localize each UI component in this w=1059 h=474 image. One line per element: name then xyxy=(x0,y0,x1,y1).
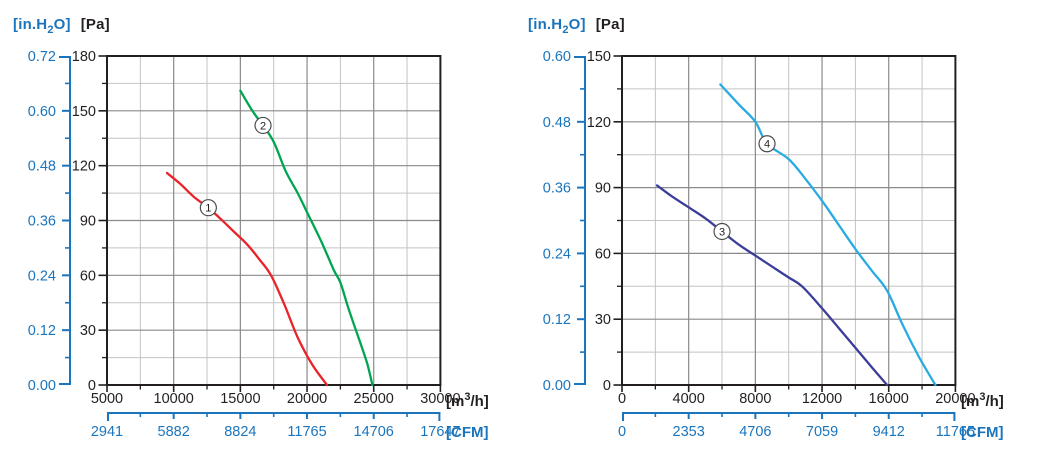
inh2o-tick-label: 0.48 xyxy=(28,159,56,175)
pa-tick-label: 0 xyxy=(88,378,96,394)
pa-tick-label: 30 xyxy=(80,323,96,339)
curve-4-line xyxy=(719,83,937,387)
curve-4-marker: 4 xyxy=(758,135,776,153)
y-axis-inh2o: 0.72 0.60 0.48 0.36 0.24 0.12 0.00 xyxy=(28,49,71,394)
inh2o-tick-label: 0.36 xyxy=(28,214,56,230)
pa-tick-label: 180 xyxy=(72,49,96,65)
cfm-tick-label: 9412 xyxy=(873,424,905,440)
m3h-tick-label: 20000 xyxy=(287,391,327,407)
cfm-tick-label: 7059 xyxy=(806,424,838,440)
grid-major xyxy=(622,56,956,385)
m3h-tick-label: 10000 xyxy=(154,391,194,407)
pa-tick-label: 90 xyxy=(80,214,96,230)
inh2o-tick-label: 0.24 xyxy=(28,268,56,284)
fan-curve-chart-right: 150 120 90 60 30 0 0 4000 8000 12000 16000 20000 0.6… xyxy=(515,0,1059,474)
inh2o-tick-label: 0.60 xyxy=(543,49,571,65)
chart-right-m3h-unit-label: [m3/h] xyxy=(961,391,1004,410)
m3h-tick-label: 30000 xyxy=(420,391,460,407)
curve-3-line xyxy=(655,184,889,387)
cfm-tick-label: 2353 xyxy=(673,424,705,440)
cfm-tick-label: 2941 xyxy=(91,424,123,440)
chart-right-axis-units-title: [in.H2O] [Pa] xyxy=(528,16,625,36)
curve-4-marker-number: 4 xyxy=(764,139,770,151)
x-axis-m3h: 0 4000 8000 12000 16000 20000 xyxy=(618,385,976,407)
pa-tick-label: 120 xyxy=(72,159,96,175)
cfm-tick-label: 11765 xyxy=(936,424,975,440)
m3h-tick-label: 15000 xyxy=(220,391,260,407)
inh2o-tick-label: 0.00 xyxy=(543,378,571,394)
pa-tick-label: 60 xyxy=(595,246,611,262)
chart-right-cfm-unit-label: [CFM] xyxy=(961,424,1004,441)
m3h-tick-label: 12000 xyxy=(802,391,842,407)
cfm-tick-label: 8824 xyxy=(224,424,256,440)
cfm-tick-label: 11765 xyxy=(287,424,326,440)
inh2o-tick-label: 0.36 xyxy=(543,181,571,197)
inh2o-tick-label: 0.72 xyxy=(28,49,56,65)
pa-tick-label: 120 xyxy=(587,115,611,131)
cfm-tick-label: 0 xyxy=(618,424,626,440)
x-axis-m3h: 5000 10000 15000 20000 25000 30000 xyxy=(91,385,461,407)
pa-tick-label: 150 xyxy=(587,49,611,65)
m3h-tick-label: 25000 xyxy=(354,391,394,407)
grid-major xyxy=(107,56,441,385)
pa-unit-label: [Pa] xyxy=(595,16,625,33)
inh2o-tick-label: 0.00 xyxy=(28,378,56,394)
inh2o-tick-label: 0.12 xyxy=(543,312,571,328)
chart-left-cfm-unit-label: [CFM] xyxy=(446,424,489,441)
curve-1-marker: 1 xyxy=(199,199,217,217)
m3h-tick-label: 4000 xyxy=(673,391,705,407)
curve-2-line xyxy=(239,89,374,387)
chart-left-axis-units-title: [in.H2O] [Pa] xyxy=(13,16,110,36)
inh2o-unit-label: [in.H2O] xyxy=(13,16,71,36)
m3h-tick-label: 16000 xyxy=(869,391,909,407)
fan-curve-chart-left: 180 150 120 90 60 30 0 5000 10000 15000 20000 25000… xyxy=(0,0,515,474)
pa-tick-label: 90 xyxy=(595,181,611,197)
pa-tick-label: 150 xyxy=(72,104,96,120)
curve-3-marker: 3 xyxy=(713,222,731,241)
curve-2-marker: 2 xyxy=(254,116,272,135)
m3h-tick-label: 20000 xyxy=(935,391,975,407)
inh2o-unit-label: [in.H2O] xyxy=(528,16,586,36)
y-axis-pa: 180 150 120 90 60 30 0 xyxy=(72,49,107,394)
m3h-tick-label: 5000 xyxy=(91,391,123,407)
m3h-tick-label: 0 xyxy=(618,391,626,407)
cfm-tick-label: 5882 xyxy=(158,424,190,440)
inh2o-tick-label: 0.24 xyxy=(543,246,571,262)
curve-1-marker-number: 1 xyxy=(205,203,211,215)
chart-left-m3h-unit-label: [m3/h] xyxy=(446,391,489,410)
inh2o-tick-label: 0.48 xyxy=(543,115,571,131)
pa-tick-label: 60 xyxy=(80,268,96,284)
x-axis-cfm: 0 2353 4706 7059 9412 11765 xyxy=(618,412,975,440)
cfm-tick-label: 17647 xyxy=(420,424,460,440)
cfm-tick-label: 14706 xyxy=(354,424,394,440)
curve-2-marker-number: 2 xyxy=(260,120,266,132)
y-axis-inh2o: 0.60 0.48 0.36 0.24 0.12 0.00 xyxy=(543,49,586,394)
inh2o-tick-label: 0.60 xyxy=(28,104,56,120)
pa-unit-label: [Pa] xyxy=(80,16,110,33)
pa-tick-label: 30 xyxy=(595,312,611,328)
m3h-tick-label: 8000 xyxy=(739,391,771,407)
grid-minor xyxy=(622,56,956,385)
curve-3-marker-number: 3 xyxy=(719,226,725,238)
x-axis-cfm: 2941 5882 8824 11765 14706 17647 xyxy=(91,412,461,440)
y-axis-pa: 150 120 90 60 30 0 xyxy=(587,49,622,394)
inh2o-tick-label: 0.12 xyxy=(28,323,56,339)
pa-tick-label: 0 xyxy=(603,378,611,394)
curve-1-line xyxy=(165,171,329,387)
cfm-tick-label: 4706 xyxy=(739,424,771,440)
